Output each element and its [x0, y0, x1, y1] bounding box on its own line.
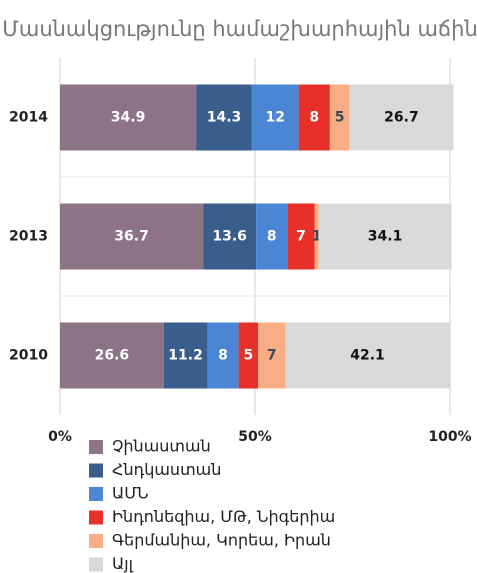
bar-segment [203, 203, 257, 270]
y-tick-label: 2014 [9, 110, 48, 126]
data-label: 8 [267, 229, 277, 245]
data-label: 34.1 [368, 229, 403, 245]
bar-segment [207, 322, 239, 389]
data-label: 11.2 [168, 348, 203, 364]
bar-segment [349, 84, 454, 151]
legend-swatch [89, 440, 103, 454]
y-tick-label: 2013 [9, 229, 48, 245]
bar-segment [163, 322, 208, 389]
legend-swatch [89, 487, 103, 501]
data-label: 8 [309, 110, 319, 126]
legend-label: Չինաստան [112, 437, 211, 456]
data-label: 26.6 [95, 348, 130, 364]
x-tick-label: 50% [238, 429, 272, 445]
bar-segment [318, 203, 452, 270]
legend-label: ԱՄՆ [112, 484, 149, 503]
x-tick-label: 100% [428, 429, 471, 445]
legend-label: Այլ [112, 554, 134, 573]
bar-segment [256, 203, 288, 270]
bar-segment [60, 203, 204, 270]
data-label: 34.9 [111, 110, 146, 126]
bar-segment [60, 84, 197, 151]
data-label: 8 [218, 348, 228, 364]
bar-segment [238, 322, 259, 389]
data-label: 7 [267, 348, 277, 364]
bar-segment [60, 322, 164, 389]
bar-segment [285, 322, 450, 389]
bar-segment [298, 84, 330, 151]
legend-swatch [89, 510, 103, 525]
x-tick-label: 0% [48, 429, 72, 445]
data-label: 36.7 [114, 229, 149, 245]
legend-swatch [89, 534, 103, 548]
data-label: 12 [266, 110, 285, 126]
data-label: 42.1 [350, 348, 385, 364]
bar-segment [258, 322, 286, 389]
legend-label: Հնդկաստան [112, 460, 221, 479]
legend-label: Ինդոնեզիա, ՄԹ, Նիգերիա [112, 507, 335, 526]
data-label: 5 [243, 348, 253, 364]
chart-title: Մասնակցությունը համաշխարհային աճին [2, 17, 477, 41]
bar-segment [251, 84, 299, 151]
bar-segment [314, 203, 319, 270]
bar-segment [329, 84, 350, 151]
data-label: 14.3 [207, 110, 242, 126]
legend-swatch [89, 557, 103, 572]
data-label: 7 [296, 229, 306, 245]
data-label: 13.6 [212, 229, 247, 245]
data-label: 26.7 [384, 110, 419, 126]
bar-segment [287, 203, 315, 270]
data-label: 5 [335, 110, 345, 126]
legend-swatch [89, 463, 103, 478]
data-label: 1 [312, 229, 322, 245]
bar-segment [196, 84, 252, 151]
y-tick-label: 2010 [9, 348, 48, 364]
legend-label: Գերմանիա, Կորեա, Իրան [112, 531, 331, 550]
